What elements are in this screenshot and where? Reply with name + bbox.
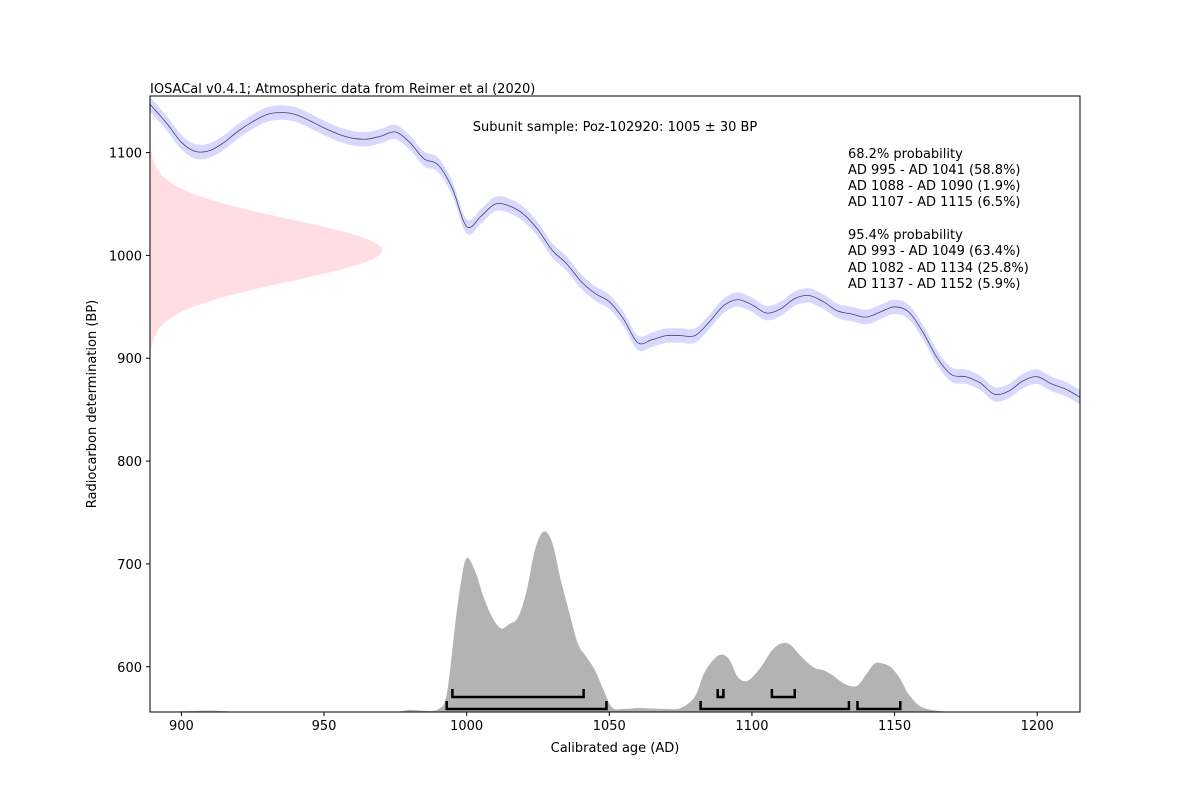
annotation-heading-95: 95.4% probability bbox=[848, 228, 963, 243]
x-tick-label: 1150 bbox=[878, 719, 911, 734]
chart-title: IOSACal v0.4.1; Atmospheric data from Re… bbox=[150, 82, 535, 97]
interval-bar-95-2 bbox=[699, 701, 851, 711]
x-tick-label: 1000 bbox=[450, 719, 483, 734]
annotation-range-68-2: AD 1088 - AD 1090 (1.9%) bbox=[848, 179, 1021, 194]
interval-bar-68-2 bbox=[716, 689, 725, 699]
interval-bar-95-1 bbox=[445, 701, 608, 711]
x-axis: 900 950 1000 1050 1100 1150 1200 bbox=[169, 712, 1054, 734]
y-axis: 600 700 800 900 1000 1100 bbox=[109, 147, 150, 676]
y-tick-label: 1000 bbox=[109, 249, 142, 264]
y-tick-label: 700 bbox=[117, 558, 142, 573]
y-tick-label: 900 bbox=[117, 352, 142, 367]
x-tick-label: 950 bbox=[312, 719, 337, 734]
interval-bar-95-3 bbox=[856, 701, 902, 711]
annotation-range-95-2: AD 1082 - AD 1134 (25.8%) bbox=[848, 261, 1029, 276]
x-tick-label: 1200 bbox=[1021, 719, 1054, 734]
calibration-curve-line bbox=[150, 103, 1080, 398]
annotation-range-95-3: AD 1137 - AD 1152 (5.9%) bbox=[848, 277, 1021, 292]
plot-frame bbox=[149, 95, 1081, 713]
plot-content bbox=[150, 96, 1080, 712]
interval-annotations: 68.2% probability AD 995 - AD 1041 (58.8… bbox=[848, 147, 1029, 292]
interval-bars bbox=[445, 689, 902, 711]
x-tick-label: 1100 bbox=[735, 719, 768, 734]
y-tick-label: 800 bbox=[117, 455, 142, 470]
x-tick-label: 900 bbox=[169, 719, 194, 734]
annotation-range-95-1: AD 993 - AD 1049 (63.4%) bbox=[848, 244, 1021, 259]
chart-subtitle: Subunit sample: Poz-102920: 1005 ± 30 BP bbox=[473, 120, 758, 135]
annotation-range-68-3: AD 1107 - AD 1115 (6.5%) bbox=[848, 195, 1021, 210]
x-tick-label: 1050 bbox=[593, 719, 626, 734]
sample-gaussian-area bbox=[150, 96, 382, 712]
annotation-heading-68: 68.2% probability bbox=[848, 147, 963, 162]
y-tick-label: 1100 bbox=[109, 147, 142, 162]
interval-bar-68-3 bbox=[770, 689, 796, 699]
interval-bar-68-1 bbox=[451, 689, 585, 699]
y-tick-label: 600 bbox=[117, 661, 142, 676]
annotation-range-68-1: AD 995 - AD 1041 (58.8%) bbox=[848, 163, 1021, 178]
x-axis-label: Calibrated age (AD) bbox=[551, 741, 680, 756]
y-axis-label: Radiocarbon determination (BP) bbox=[85, 300, 100, 508]
